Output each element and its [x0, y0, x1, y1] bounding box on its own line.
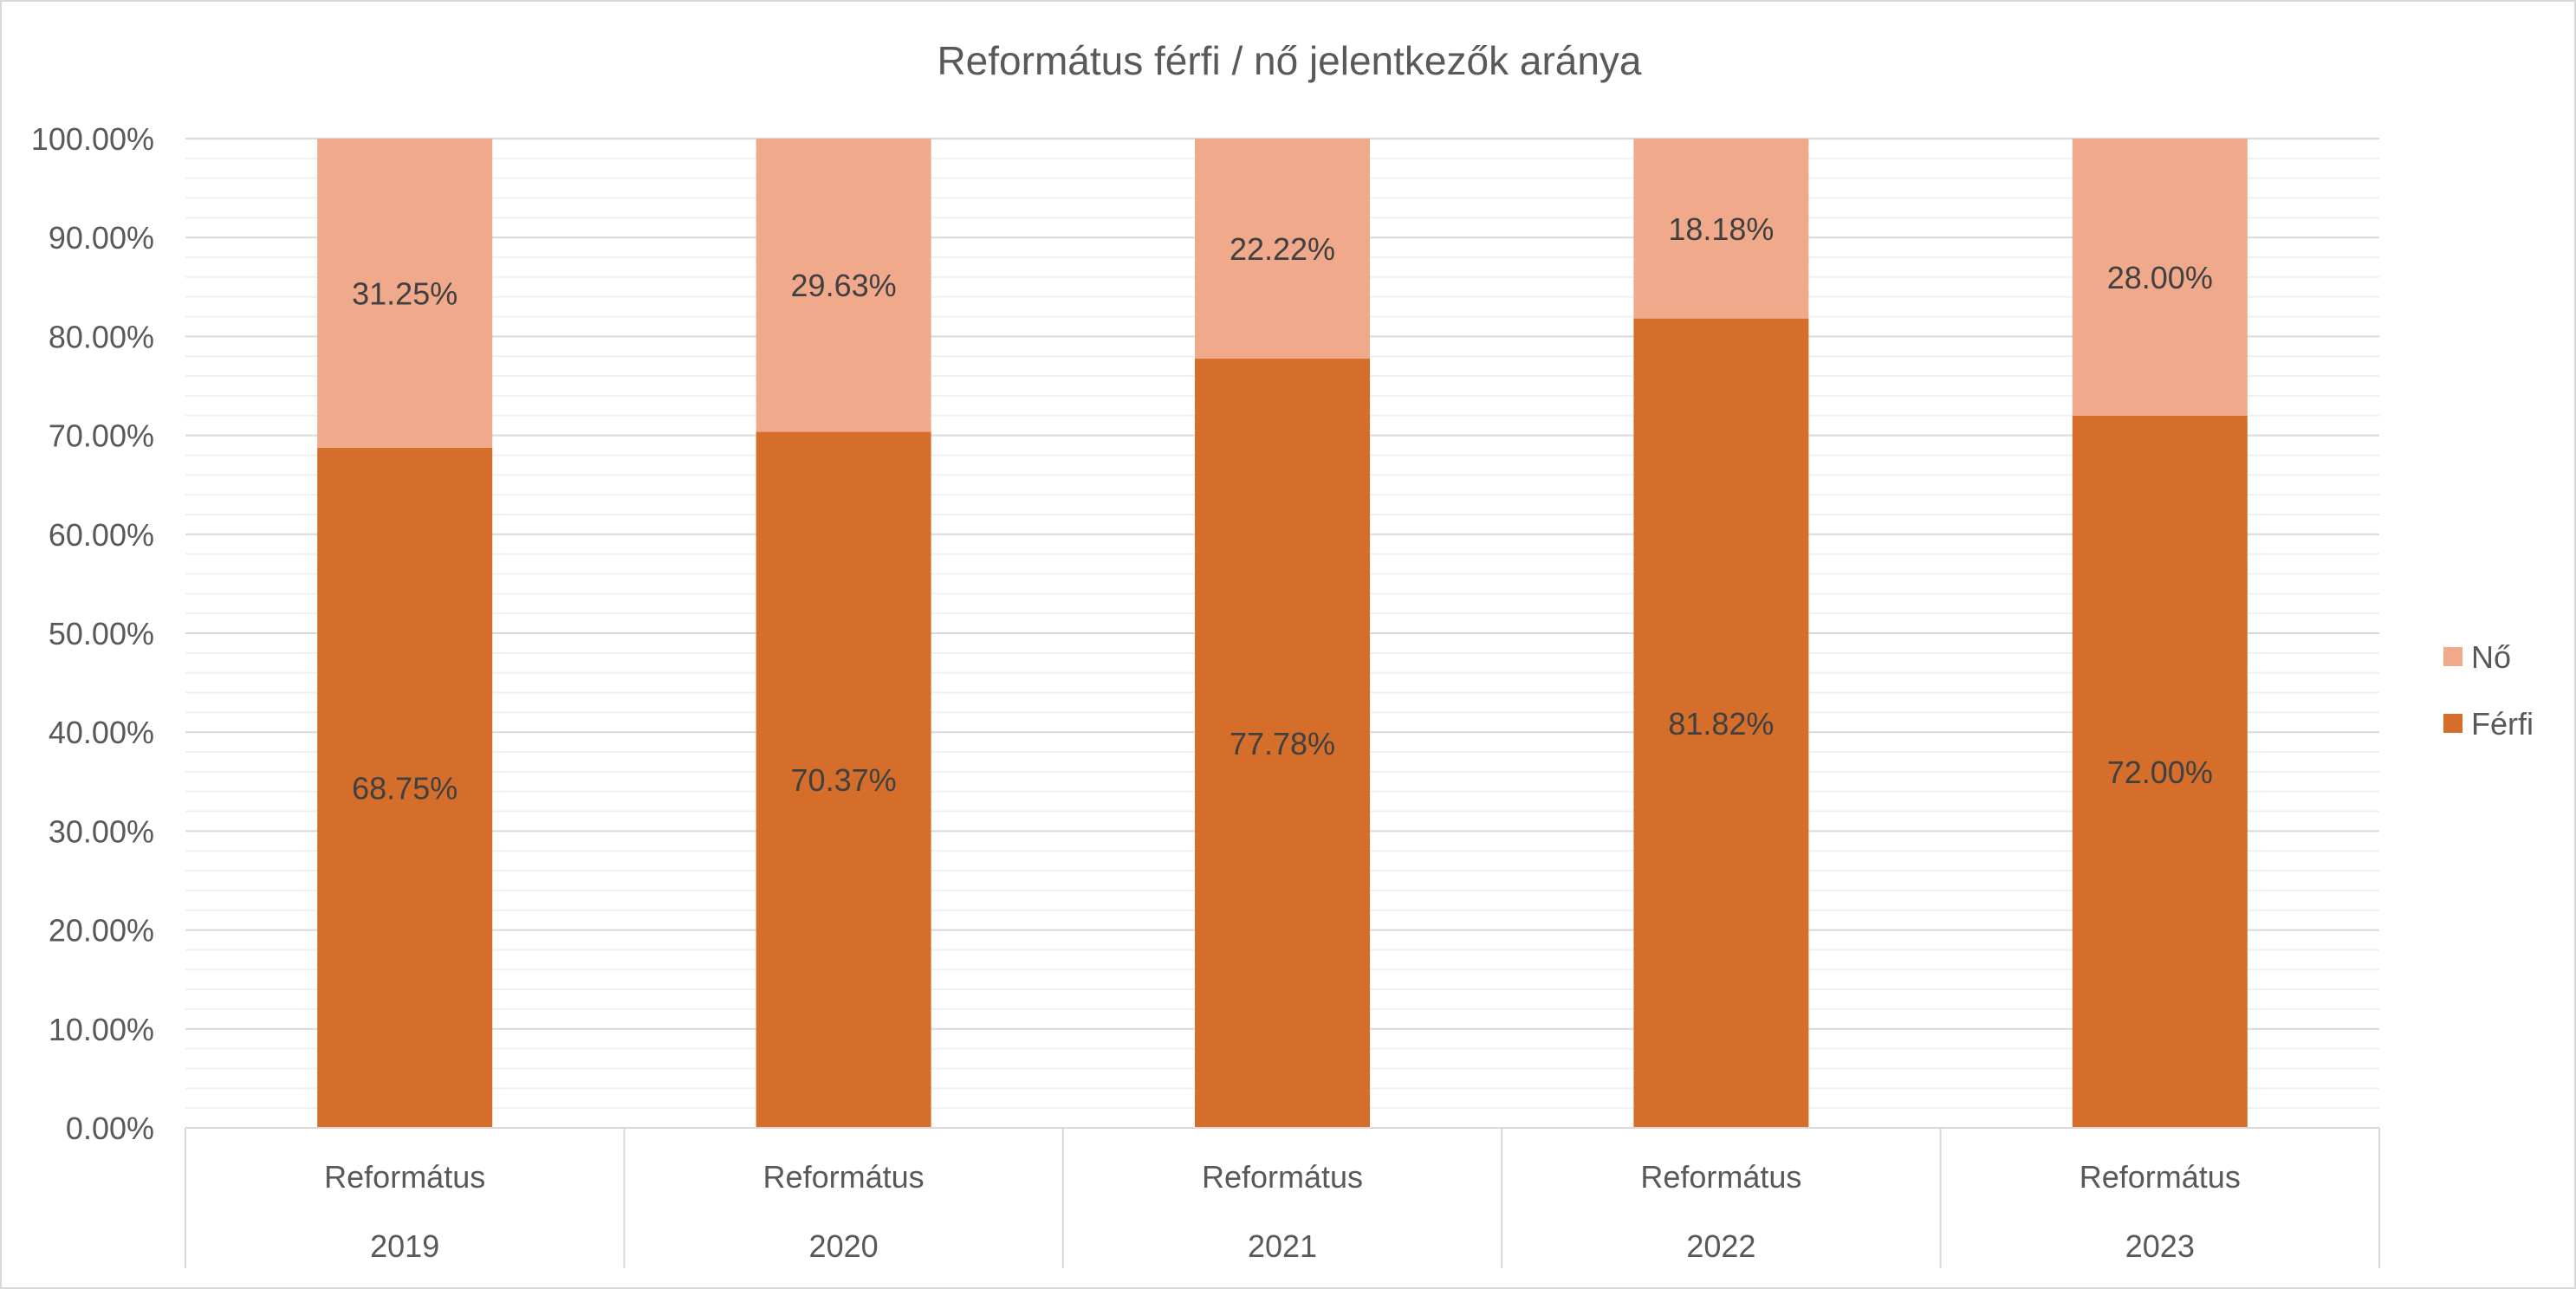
- data-label: 68.75%: [352, 770, 457, 806]
- bars: [317, 139, 2248, 1128]
- legend: Nő Férfi: [2443, 639, 2534, 742]
- x-year-label: 2021: [1248, 1228, 1317, 1264]
- y-tick-label: 0.00%: [66, 1111, 154, 1146]
- data-label: 28.00%: [2107, 260, 2213, 295]
- bar-ferfi: [317, 447, 493, 1128]
- bar-no: [756, 139, 931, 432]
- x-group-label: Református: [1202, 1159, 1363, 1195]
- bar-no: [2072, 139, 2248, 416]
- data-label: 29.63%: [791, 268, 897, 303]
- data-label: 31.25%: [352, 275, 457, 311]
- x-group-label: Református: [1640, 1159, 1801, 1195]
- x-axis: Református 2019 Református 2020 Református 20…: [185, 1127, 2380, 1268]
- y-tick-label: 20.00%: [49, 913, 154, 949]
- y-tick-label: 10.00%: [49, 1012, 154, 1047]
- x-group-label: Református: [2080, 1159, 2241, 1195]
- data-label: 18.18%: [1668, 211, 1774, 247]
- y-tick-label: 60.00%: [49, 517, 154, 553]
- y-axis-tick-labels: 0.00% 10.00% 20.00% 30.00% 40.00% 50.00% 60.00…: [31, 121, 154, 1146]
- y-tick-label: 40.00%: [49, 715, 154, 750]
- bar-no: [317, 139, 493, 448]
- x-year-label: 2020: [809, 1228, 879, 1264]
- y-tick-label: 100.00%: [31, 121, 154, 157]
- bar-no: [1195, 139, 1370, 359]
- bar-ferfi: [1195, 358, 1370, 1128]
- data-label: 22.22%: [1230, 231, 1335, 267]
- y-tick-label: 70.00%: [49, 418, 154, 454]
- x-group-label: Református: [763, 1159, 925, 1195]
- x-group-label: Református: [324, 1159, 485, 1195]
- y-tick-label: 80.00%: [49, 319, 154, 354]
- x-year-label: 2022: [1686, 1228, 1755, 1264]
- data-label: 72.00%: [2107, 755, 2213, 790]
- legend-label: Férfi: [2471, 706, 2534, 742]
- y-tick-label: 30.00%: [49, 813, 154, 849]
- x-year-label: 2023: [2125, 1228, 2195, 1264]
- data-labels: 68.75% 31.25% 70.37% 29.63% 77.78% 22.22% 81.8…: [352, 211, 2213, 806]
- y-tick-label: 90.00%: [49, 220, 154, 256]
- legend-swatch-no: [2443, 647, 2462, 666]
- legend-swatch-ferfi: [2443, 714, 2462, 733]
- bar-ferfi: [1633, 318, 1809, 1128]
- x-year-label: 2019: [370, 1228, 439, 1264]
- bar-no: [1633, 139, 1809, 319]
- y-tick-label: 50.00%: [49, 616, 154, 651]
- bar-ferfi: [756, 431, 931, 1128]
- bar-ferfi: [2072, 415, 2248, 1128]
- data-label: 70.37%: [791, 762, 897, 798]
- chart-title: Református férfi / nő jelentkezők aránya: [937, 38, 1641, 83]
- data-label: 81.82%: [1668, 706, 1774, 742]
- data-label: 77.78%: [1230, 726, 1335, 761]
- legend-label: Nő: [2471, 639, 2511, 675]
